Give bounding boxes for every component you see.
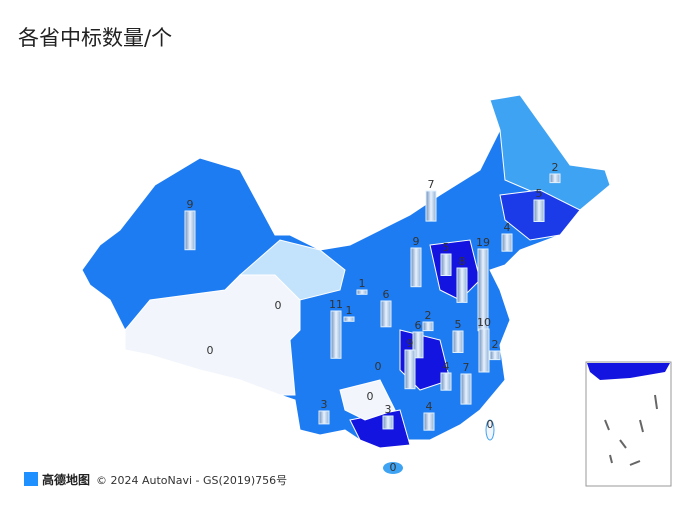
value-label: 0 [487, 418, 494, 431]
value-label: 1 [359, 277, 366, 290]
region-pale [238, 239, 346, 301]
bar [440, 253, 452, 276]
bar [478, 328, 490, 373]
value-label: 6 [383, 288, 390, 301]
bar [489, 350, 501, 361]
island [485, 419, 495, 441]
value-label: 11 [329, 298, 343, 311]
value-label: 5 [443, 241, 450, 254]
value-label: 10 [477, 316, 491, 329]
value-label: 2 [552, 161, 559, 174]
value-label: 0 [275, 299, 282, 312]
value-label: 7 [463, 361, 470, 374]
value-label: 9 [407, 337, 414, 350]
inset-box [585, 361, 672, 487]
bar [452, 330, 464, 353]
bar [533, 199, 545, 222]
bar [184, 210, 196, 251]
bar [410, 247, 422, 288]
value-label: 9 [187, 198, 194, 211]
value-label: 0 [390, 461, 397, 474]
bar [343, 316, 355, 322]
value-label: 2 [492, 338, 499, 351]
bar [412, 331, 424, 359]
value-label: 19 [476, 236, 490, 249]
bar [440, 372, 452, 391]
value-label: 4 [426, 400, 433, 413]
value-label: 0 [207, 344, 214, 357]
value-label: 0 [375, 360, 382, 373]
value-label: 9 [413, 235, 420, 248]
bar [382, 415, 394, 430]
logo-text: 高德地图 [42, 472, 90, 487]
value-label: 3 [385, 403, 392, 416]
bar [404, 349, 416, 390]
value-label: 6 [415, 319, 422, 332]
value-label: 4 [443, 360, 450, 373]
island [383, 462, 403, 474]
value-label: 8 [459, 255, 466, 268]
logo-icon [24, 472, 38, 486]
value-label: 7 [428, 178, 435, 191]
attribution: © 2024 AutoNavi - GS(2019)756号 [96, 474, 287, 487]
value-label: 5 [536, 187, 543, 200]
bar [318, 410, 330, 425]
bar [460, 373, 472, 405]
bar [456, 267, 468, 303]
bar [425, 190, 437, 222]
bar [423, 412, 435, 431]
inset-coast [587, 363, 670, 380]
region-light [124, 274, 301, 396]
value-label: 4 [504, 221, 511, 234]
value-label: 5 [455, 318, 462, 331]
value-label: 2 [425, 309, 432, 322]
bar [356, 289, 368, 295]
bar [330, 310, 342, 359]
region-sky [489, 94, 611, 211]
value-label: 1 [346, 304, 353, 317]
region-light [339, 379, 396, 421]
bar [501, 233, 513, 252]
bar [422, 321, 434, 332]
bar [380, 300, 392, 328]
value-label: 0 [367, 390, 374, 403]
title: 各省中标数量/个 [18, 26, 172, 50]
bar [549, 173, 561, 184]
value-label: 3 [321, 398, 328, 411]
inset-islands [604, 394, 658, 466]
